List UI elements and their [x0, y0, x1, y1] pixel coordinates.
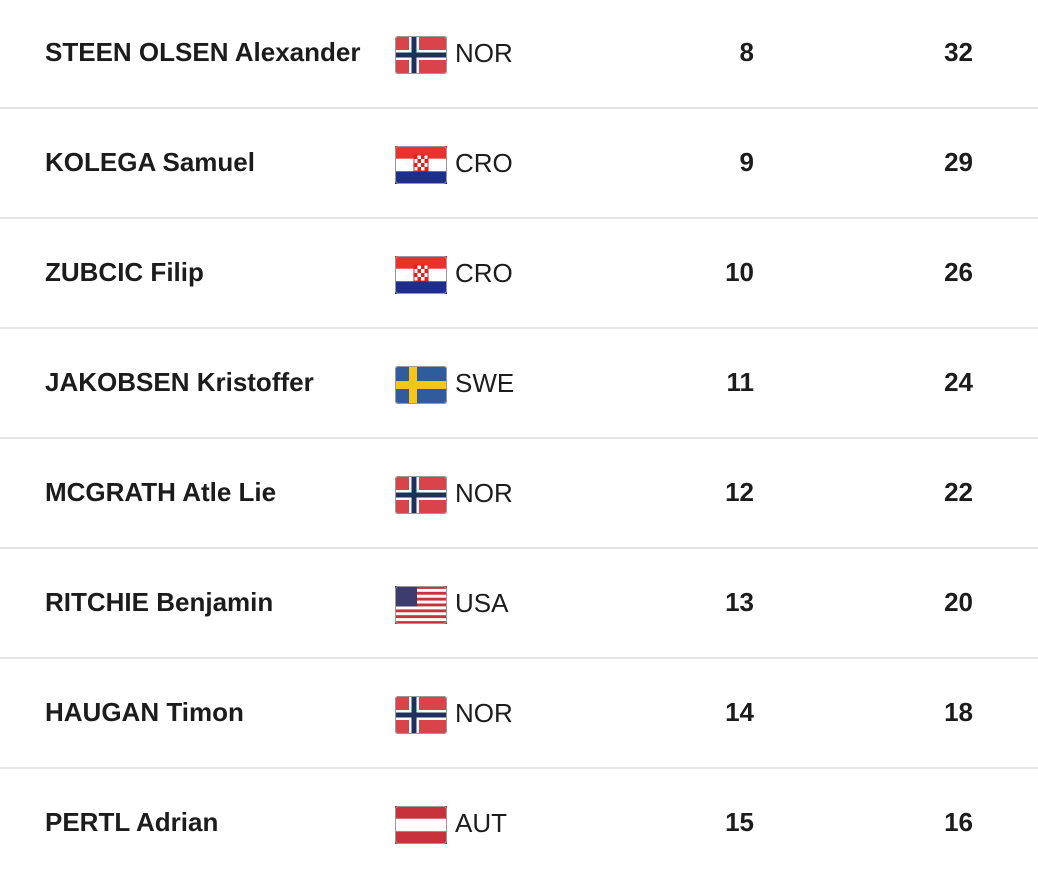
- table-row: RITCHIE Benjamin USA 13 20: [0, 549, 1038, 659]
- athlete-name: ZUBCIC Filip: [45, 257, 204, 287]
- country: CRO: [455, 258, 513, 288]
- athlete-name: JAKOBSEN Kristoffer: [45, 367, 314, 397]
- table-row: ZUBCIC Filip CRO 10 26: [0, 219, 1038, 329]
- country: NOR: [455, 698, 513, 728]
- points: 29: [944, 147, 973, 177]
- country: AUT: [455, 808, 507, 838]
- rank: 15: [725, 807, 754, 837]
- country: NOR: [455, 478, 513, 508]
- country: USA: [455, 588, 509, 618]
- rank: 9: [739, 147, 754, 177]
- athlete-name: PERTL Adrian: [45, 807, 219, 837]
- rank: 11: [726, 367, 755, 397]
- points: 24: [944, 367, 973, 397]
- points: 18: [944, 697, 973, 727]
- flag: [395, 586, 447, 624]
- country: SWE: [455, 368, 515, 398]
- rank: 14: [725, 697, 754, 727]
- table-row: JAKOBSEN Kristoffer SWE 11 24: [0, 329, 1038, 439]
- rank: 13: [725, 587, 754, 617]
- country: NOR: [455, 38, 513, 68]
- athlete-name: HAUGAN Timon: [45, 697, 244, 727]
- table-row: MCGRATH Atle Lie NOR 12 22: [0, 439, 1038, 549]
- athlete-name: STEEN OLSEN Alexander: [45, 37, 361, 67]
- flag: [395, 256, 447, 294]
- points: 26: [944, 257, 973, 287]
- rank: 8: [739, 37, 754, 67]
- athlete-name: RITCHIE Benjamin: [45, 587, 274, 617]
- table-row: STEEN OLSEN Alexander NOR 8 32: [0, 0, 1038, 109]
- points: 16: [944, 807, 973, 837]
- rank: 10: [725, 257, 754, 287]
- table-row: KOLEGA Samuel CRO 9 29: [0, 109, 1038, 219]
- athlete-name: KOLEGA Samuel: [45, 147, 255, 177]
- flag: [395, 476, 447, 514]
- points: 20: [944, 587, 973, 617]
- flag: [395, 696, 447, 734]
- flag: [395, 36, 447, 74]
- country: CRO: [455, 148, 513, 178]
- points: 32: [944, 37, 973, 67]
- rank: 12: [725, 477, 754, 507]
- athlete-name: MCGRATH Atle Lie: [45, 477, 277, 507]
- flag: [395, 806, 447, 844]
- table-row: HAUGAN Timon NOR 14 18: [0, 659, 1038, 769]
- flag: [395, 146, 447, 184]
- table-row: PERTL Adrian AUT 15 16: [0, 769, 1038, 876]
- points: 22: [944, 477, 973, 507]
- flag: [395, 366, 447, 404]
